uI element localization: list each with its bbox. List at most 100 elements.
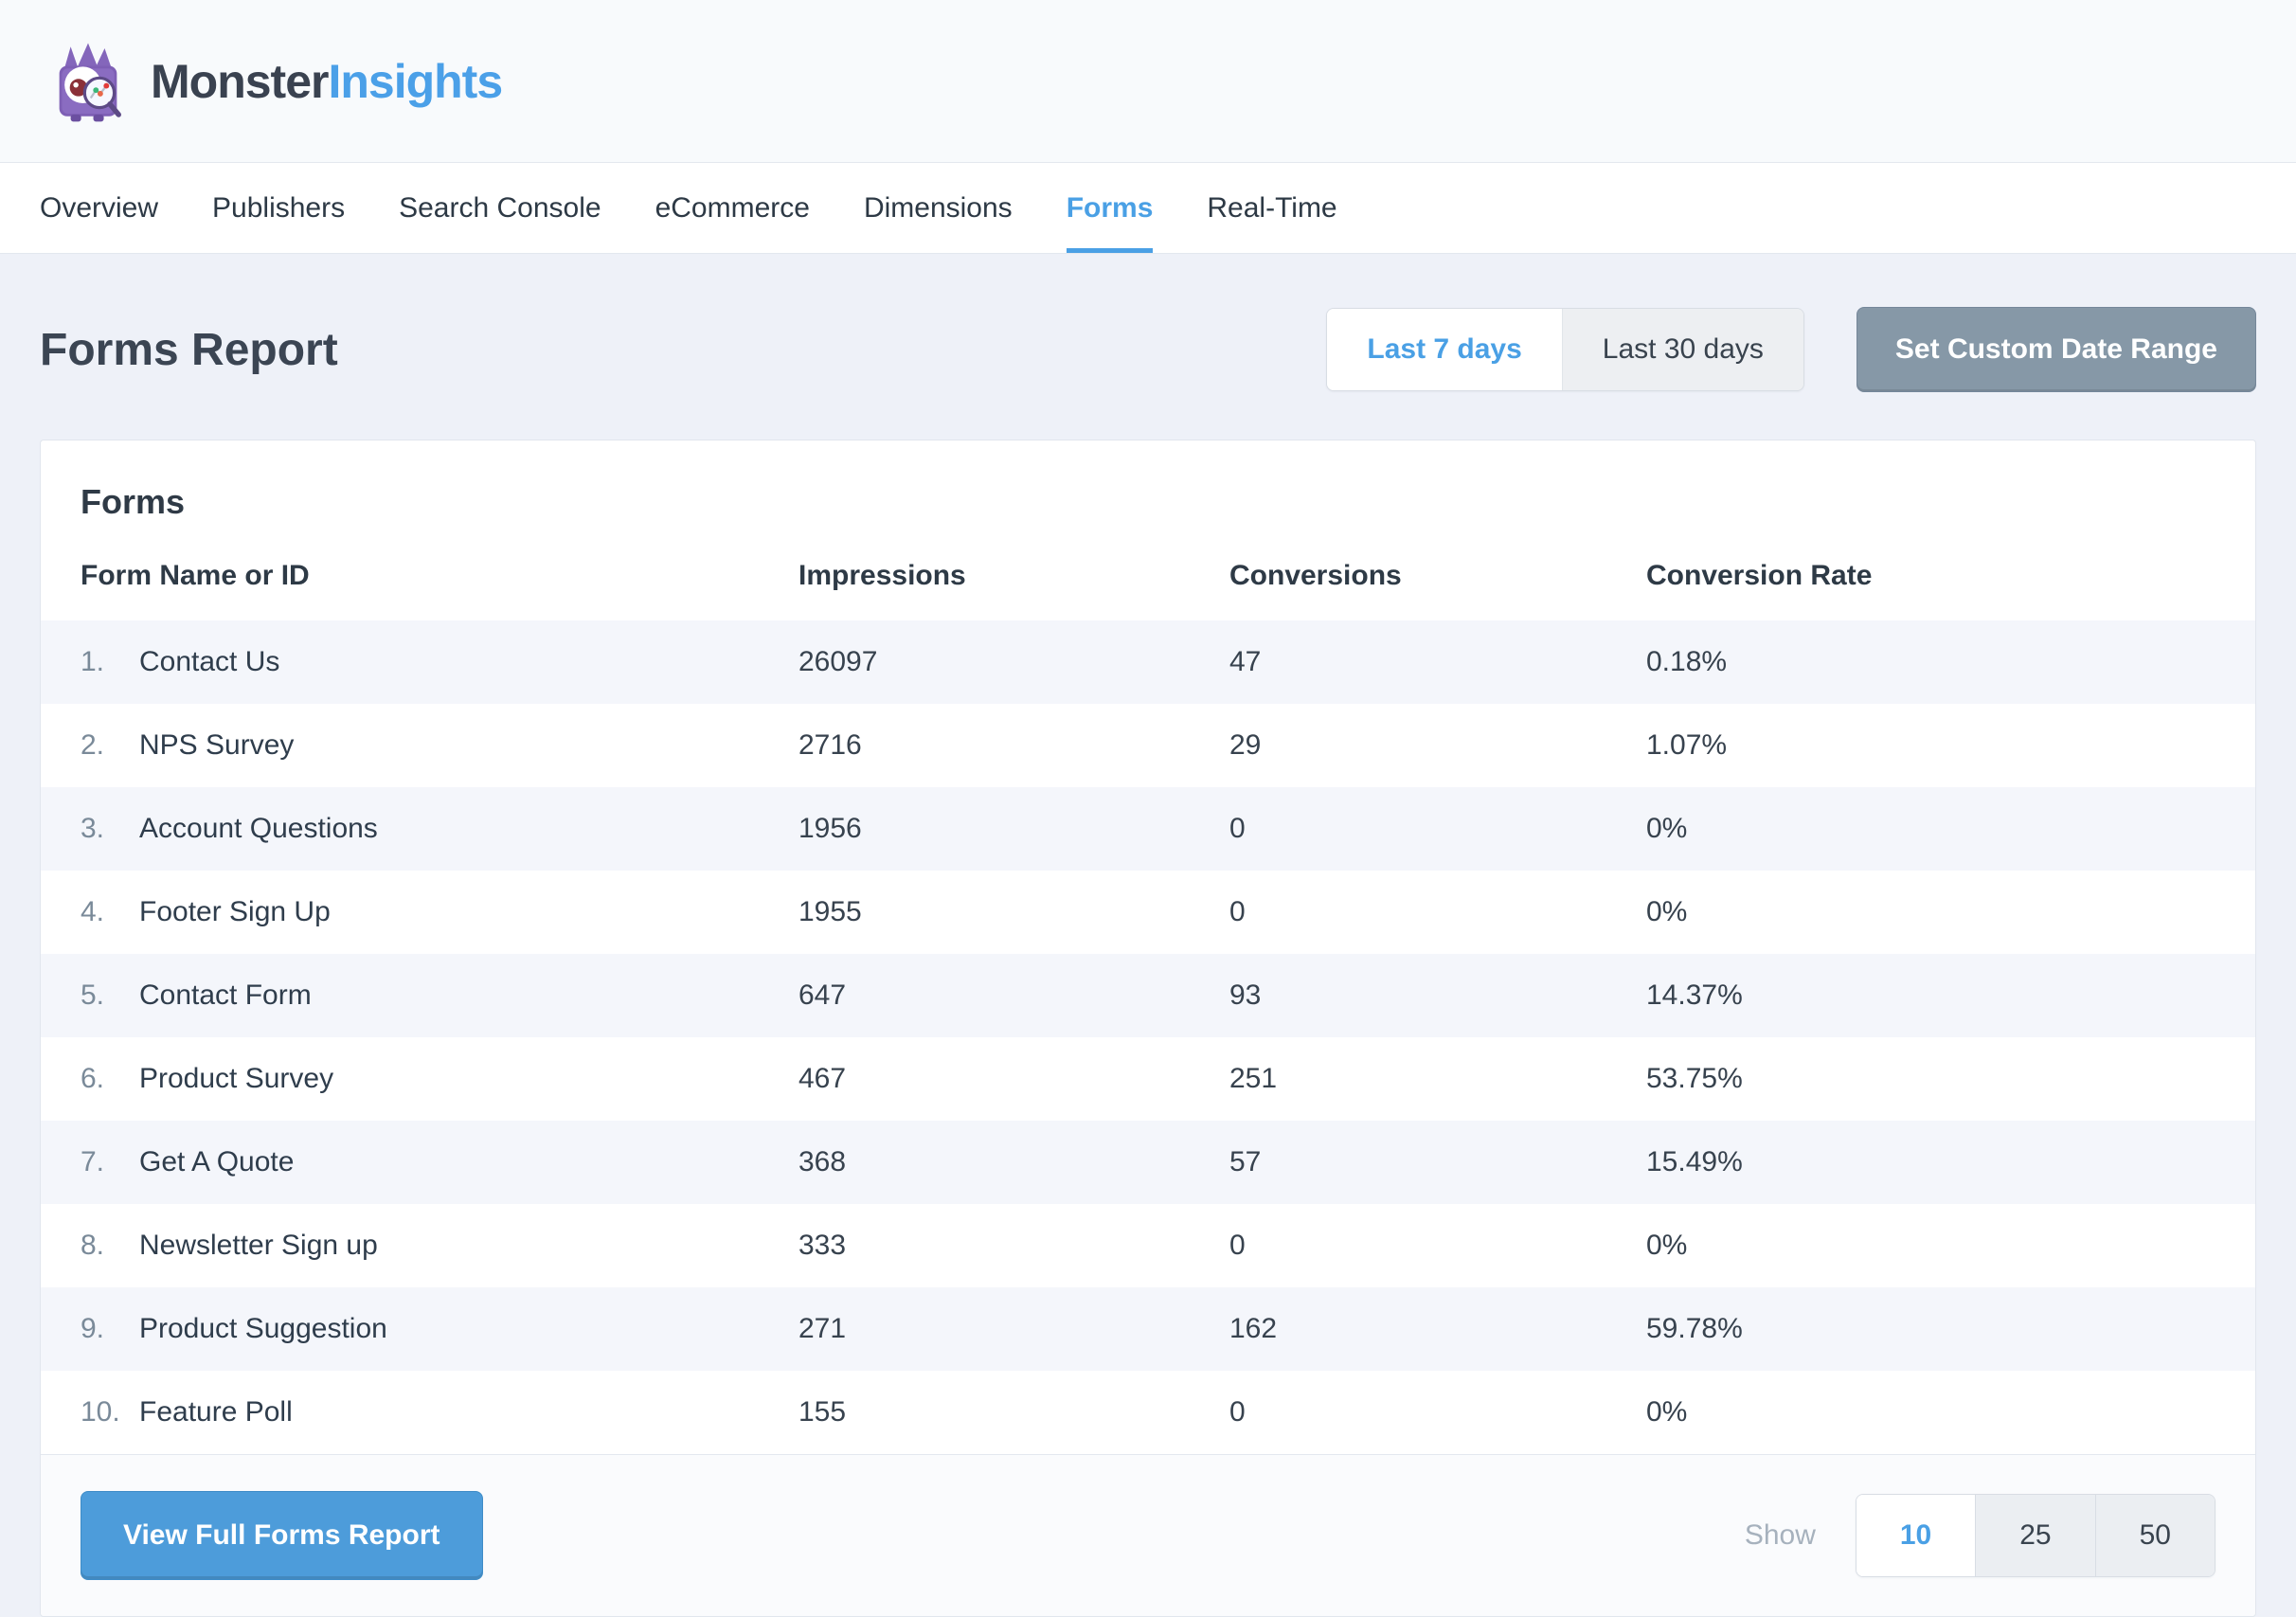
tab-real-time[interactable]: Real-Time (1207, 191, 1337, 224)
impressions-cell: 467 (798, 1063, 847, 1094)
conversion-rate-cell: 15.49% (1646, 1146, 1743, 1177)
row-rank: 10. (81, 1396, 120, 1428)
impressions-cell: 2716 (798, 729, 862, 761)
row-name: Get A Quote (139, 1146, 295, 1177)
column-form-name: Form Name or ID (81, 560, 310, 591)
last-30-days-button[interactable]: Last 30 days (1561, 309, 1803, 390)
table-row: 9. Product Suggestion 271 162 59.78% (41, 1287, 2255, 1371)
conversions-cell: 251 (1229, 1063, 1278, 1094)
conversions-cell: 162 (1229, 1313, 1278, 1344)
monsterinsights-logo: MonsterInsights (45, 38, 503, 125)
view-full-forms-report-button[interactable]: View Full Forms Report (81, 1491, 483, 1580)
conversion-rate-cell: 0% (1646, 896, 1688, 927)
form-name-cell: 3. Account Questions (41, 787, 798, 871)
table-row: 4. Footer Sign Up 1955 0 0% (41, 871, 2255, 954)
row-rank: 3. (81, 813, 105, 844)
row-name: Contact Form (139, 979, 312, 1011)
tab-search-console[interactable]: Search Console (399, 191, 601, 224)
conversion-rate-cell: 1.07% (1646, 729, 1728, 761)
table-row: 1. Contact Us 26097 47 0.18% (41, 620, 2255, 704)
row-rank: 7. (81, 1146, 105, 1177)
form-name-cell: 6. Product Survey (41, 1037, 798, 1121)
tab-publishers[interactable]: Publishers (212, 191, 346, 224)
monster-icon (59, 43, 121, 121)
row-name: Newsletter Sign up (139, 1230, 378, 1261)
column-impressions: Impressions (798, 560, 966, 591)
row-rank: 2. (81, 729, 105, 761)
page-size-group: 10 25 50 (1855, 1494, 2215, 1577)
conversions-cell: 29 (1229, 729, 1262, 761)
set-custom-date-range-button[interactable]: Set Custom Date Range (1856, 307, 2256, 392)
conversion-rate-cell: 14.37% (1646, 979, 1743, 1011)
impressions-cell: 1955 (798, 896, 862, 927)
date-range-controls: Last 7 days Last 30 days Set Custom Date… (1326, 307, 2256, 392)
header-row: Form Name or ID Impressions Conversions … (41, 543, 2255, 620)
page-size-10-button[interactable]: 10 (1856, 1495, 1976, 1576)
page-size-25-button[interactable]: 25 (1975, 1495, 2095, 1576)
impressions-cell: 271 (798, 1313, 847, 1344)
last-7-days-button[interactable]: Last 7 days (1327, 309, 1562, 390)
row-rank: 8. (81, 1230, 105, 1261)
page-size-50-button[interactable]: 50 (2094, 1495, 2215, 1576)
row-name: Account Questions (139, 813, 378, 844)
conversion-rate-cell: 0% (1646, 1396, 1688, 1428)
page-title: Forms Report (40, 324, 338, 375)
impressions-cell: 368 (798, 1146, 847, 1177)
conversions-cell: 0 (1229, 813, 1246, 844)
table-row: 6. Product Survey 467 251 53.75% (41, 1037, 2255, 1121)
form-name-cell: 1. Contact Us (41, 620, 798, 704)
table-row: 7. Get A Quote 368 57 15.49% (41, 1121, 2255, 1204)
conversions-cell: 0 (1229, 1396, 1246, 1428)
row-rank: 9. (81, 1313, 105, 1344)
table-row: 3. Account Questions 1956 0 0% (41, 787, 2255, 871)
card-title: Forms (81, 482, 186, 521)
table-row: 8. Newsletter Sign up 333 0 0% (41, 1204, 2255, 1287)
row-rank: 1. (81, 646, 105, 677)
forms-card: Forms Form Name or ID Impressions Conver… (40, 440, 2256, 1617)
forms-table-body: 1. Contact Us 26097 47 0.18% 2. NPS Survey 2716… (41, 620, 2255, 1454)
date-range-toggle: Last 7 days Last 30 days (1326, 308, 1804, 391)
forms-table: Form Name or ID Impressions Conversions … (41, 543, 2255, 1454)
form-name-cell: 5. Contact Form (41, 954, 798, 1037)
row-name: NPS Survey (139, 729, 295, 761)
conversion-rate-cell: 0.18% (1646, 646, 1728, 677)
conversion-rate-cell: 0% (1646, 1230, 1688, 1261)
form-name-cell: 2. NPS Survey (41, 704, 798, 787)
report-nav: Overview Publishers Search Console eComm… (0, 162, 2296, 254)
row-rank: 5. (81, 979, 105, 1011)
conversions-cell: 47 (1229, 646, 1262, 677)
row-name: Feature Poll (139, 1396, 293, 1428)
card-footer: View Full Forms Report Show 10 25 50 (41, 1454, 2255, 1616)
tab-overview[interactable]: Overview (40, 191, 159, 224)
tab-dimensions[interactable]: Dimensions (863, 191, 1013, 224)
form-name-cell: 8. Newsletter Sign up (41, 1204, 798, 1287)
table-row: 5. Contact Form 647 93 14.37% (41, 954, 2255, 1037)
conversion-rate-cell: 53.75% (1646, 1063, 1743, 1094)
page-size-control: Show 10 25 50 (1745, 1494, 2215, 1577)
form-name-cell: 10. Feature Poll (41, 1371, 798, 1454)
impressions-cell: 647 (798, 979, 847, 1011)
logo-text: MonsterInsights (151, 54, 503, 109)
row-name: Footer Sign Up (139, 896, 331, 927)
row-name: Product Suggestion (139, 1313, 387, 1344)
main-content: Forms Report Last 7 days Last 30 days Se… (0, 307, 2296, 1617)
table-row: 10. Feature Poll 155 0 0% (41, 1371, 2255, 1454)
impressions-cell: 333 (798, 1230, 847, 1261)
conversions-cell: 57 (1229, 1146, 1262, 1177)
form-name-cell: 9. Product Suggestion (41, 1287, 798, 1371)
row-name: Product Survey (139, 1063, 334, 1094)
app-header: MonsterInsights (0, 0, 2296, 162)
conversion-rate-cell: 0% (1646, 813, 1688, 844)
form-name-cell: 4. Footer Sign Up (41, 871, 798, 954)
logo-text-monster: Monster (151, 54, 329, 108)
column-conversions: Conversions (1229, 560, 1402, 591)
tab-forms[interactable]: Forms (1066, 163, 1154, 253)
form-name-cell: 7. Get A Quote (41, 1121, 798, 1204)
tab-ecommerce[interactable]: eCommerce (655, 191, 810, 224)
row-name: Contact Us (139, 646, 280, 677)
row-rank: 6. (81, 1063, 105, 1094)
row-rank: 4. (81, 896, 105, 927)
show-label: Show (1744, 1519, 1816, 1551)
table-row: 2. NPS Survey 2716 29 1.07% (41, 704, 2255, 787)
conversions-cell: 0 (1229, 896, 1246, 927)
